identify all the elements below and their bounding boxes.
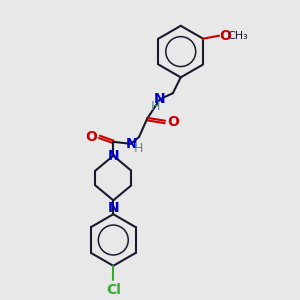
Text: N: N xyxy=(107,201,119,215)
Text: O: O xyxy=(219,29,231,43)
Text: N: N xyxy=(107,149,119,163)
Text: N: N xyxy=(125,137,137,151)
Text: O: O xyxy=(167,115,179,129)
Text: Cl: Cl xyxy=(106,283,121,297)
Text: N: N xyxy=(154,92,166,106)
Text: H: H xyxy=(134,142,143,155)
Text: CH₃: CH₃ xyxy=(227,31,248,41)
Text: O: O xyxy=(85,130,98,144)
Text: H: H xyxy=(150,100,160,112)
